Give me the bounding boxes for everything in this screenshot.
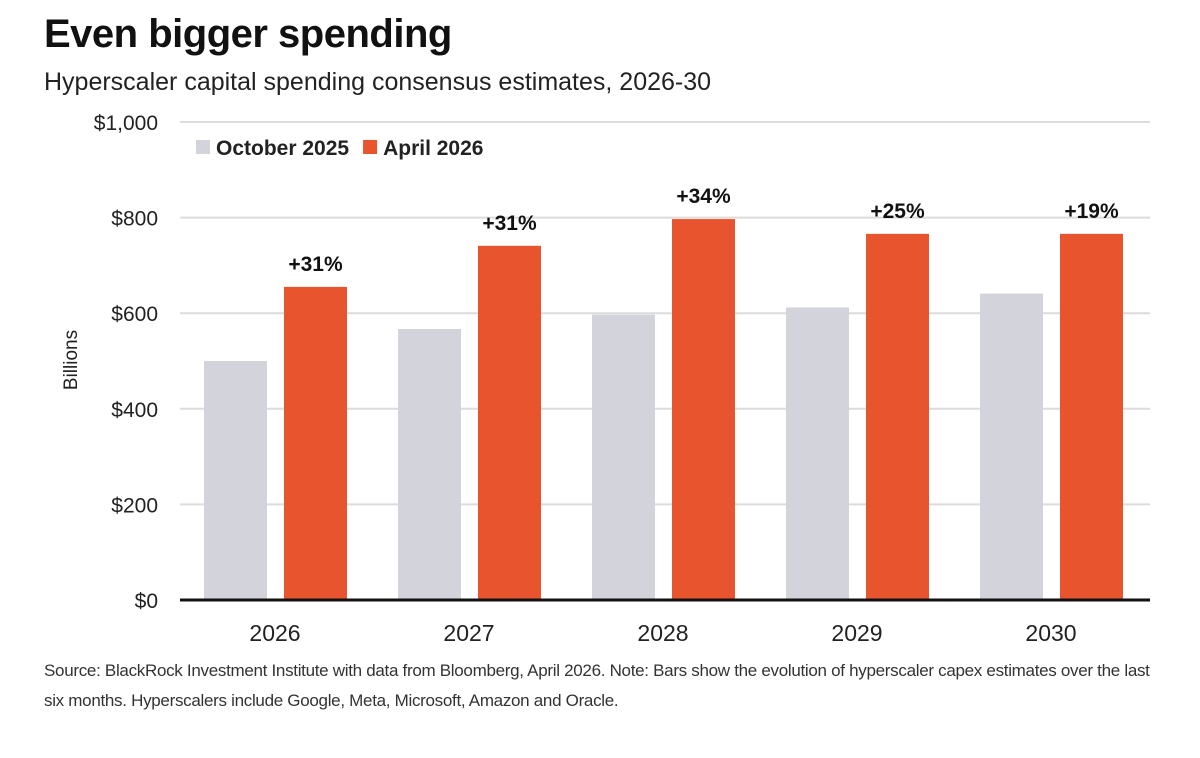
y-tick-label: $400 bbox=[111, 399, 158, 422]
chart-subtitle: Hyperscaler capital spending consensus e… bbox=[44, 68, 712, 96]
data-label: +31% bbox=[288, 253, 343, 276]
bar-april-2026-2028 bbox=[672, 219, 735, 600]
source-note: Source: BlackRock Investment Institute w… bbox=[44, 661, 1150, 710]
data-label: +34% bbox=[676, 185, 731, 208]
bar-april-2026-2027 bbox=[478, 245, 541, 600]
x-tick-label: 2028 bbox=[637, 620, 688, 646]
legend-label: October 2025 bbox=[216, 137, 349, 160]
chart-title: Even bigger spending bbox=[44, 12, 452, 56]
y-axis-label: Billions bbox=[61, 330, 82, 390]
legend-label: April 2026 bbox=[383, 137, 483, 160]
bar-october-2025-2026 bbox=[204, 361, 267, 600]
x-tick-label: 2027 bbox=[443, 620, 494, 646]
data-label: +31% bbox=[482, 212, 537, 235]
data-label: +19% bbox=[1064, 200, 1119, 223]
bar-april-2026-2030 bbox=[1060, 233, 1123, 601]
legend-swatch bbox=[196, 140, 210, 154]
y-tick-label: $800 bbox=[111, 208, 158, 231]
y-tick-label: $600 bbox=[111, 303, 158, 326]
x-tick-label: 2029 bbox=[831, 620, 882, 646]
data-label: +25% bbox=[870, 200, 925, 223]
x-tick-label: 2030 bbox=[1025, 620, 1076, 646]
bar-october-2025-2029 bbox=[786, 307, 849, 600]
bar-april-2026-2029 bbox=[866, 233, 929, 601]
y-tick-label: $1,000 bbox=[94, 112, 158, 135]
y-tick-label: $0 bbox=[135, 590, 158, 613]
bar-october-2025-2028 bbox=[592, 314, 655, 600]
bar-april-2026-2026 bbox=[284, 286, 347, 600]
x-tick-label: 2026 bbox=[249, 620, 300, 646]
y-tick-label: $200 bbox=[111, 494, 158, 517]
bar-october-2025-2030 bbox=[980, 293, 1043, 600]
legend-swatch bbox=[363, 140, 378, 154]
bar-october-2025-2027 bbox=[398, 328, 461, 600]
